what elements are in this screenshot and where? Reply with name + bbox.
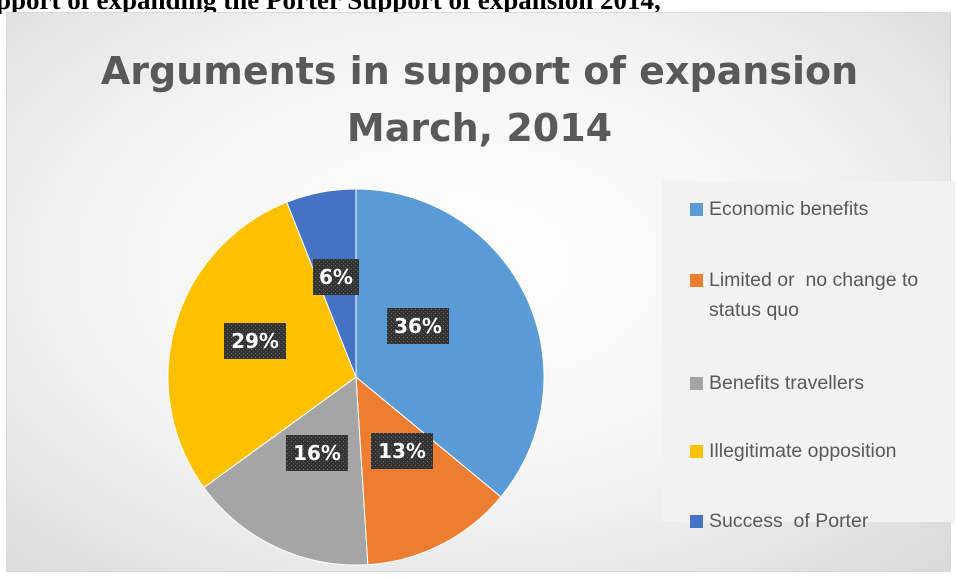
legend-item-benefits-travellers: Benefits travellers xyxy=(690,368,950,398)
data-label-text: 29% xyxy=(231,329,279,353)
legend-swatch xyxy=(690,377,703,390)
top-caption: pport of expanding the Porter Support of… xyxy=(0,0,957,14)
legend-item-success-of-porter: Success of Porter xyxy=(690,506,950,536)
data-label-box xyxy=(224,323,286,359)
legend-item-illegitimate-opposition: Illegitimate opposition xyxy=(690,436,950,466)
legend-swatch xyxy=(690,203,703,216)
data-label-limited-or-no-change-to-status-quo: 13% xyxy=(371,433,433,469)
legend: Economic benefits Limited or no change to… xyxy=(662,181,955,532)
pie-slice-economic-benefits xyxy=(355,188,545,498)
legend-label: Success of Porter xyxy=(709,510,869,532)
data-label-text: 16% xyxy=(293,441,341,465)
data-label-benefits-travellers: 16% xyxy=(286,435,348,471)
data-label-economic-benefits: 36% xyxy=(387,308,449,344)
pie-slice-limited-or-no-change-to-status-quo xyxy=(355,375,502,566)
data-label-illegitimate-opposition: 29% xyxy=(224,323,286,359)
data-label-text: 36% xyxy=(394,314,442,338)
legend-label: Benefits travellers xyxy=(709,372,864,394)
legend-label: Illegitimate opposition xyxy=(709,440,897,462)
data-label-text: 6% xyxy=(319,265,353,289)
data-label-box xyxy=(313,259,359,295)
chart-title-line-1: Arguments in support of expansion xyxy=(100,49,859,93)
chart-frame: Arguments in support of expansion March,… xyxy=(6,12,955,572)
chart-title-line-2: March, 2014 xyxy=(346,106,613,150)
legend-label: Economic benefits xyxy=(709,198,869,220)
data-label-success-of-porter: 6% xyxy=(313,259,359,295)
pie-slice-benefits-travellers xyxy=(203,376,369,566)
data-label-box xyxy=(286,435,348,471)
legend-swatch xyxy=(690,515,703,528)
legend-swatch xyxy=(690,274,703,287)
data-label-box xyxy=(371,433,433,469)
legend-swatch xyxy=(690,445,703,458)
chart-title: Arguments in support of expansion March,… xyxy=(7,43,952,157)
legend-item-limited-or-no-change-to-status-quo: Limited or no change to status quo xyxy=(690,265,950,325)
data-label-box xyxy=(387,308,449,344)
legend-label: Limited or no change to status quo xyxy=(709,269,924,321)
data-label-text: 13% xyxy=(378,439,426,463)
pie-chart: 36% 13% 16% 29% 6% xyxy=(167,188,545,566)
legend-item-economic-benefits: Economic benefits xyxy=(690,194,950,224)
